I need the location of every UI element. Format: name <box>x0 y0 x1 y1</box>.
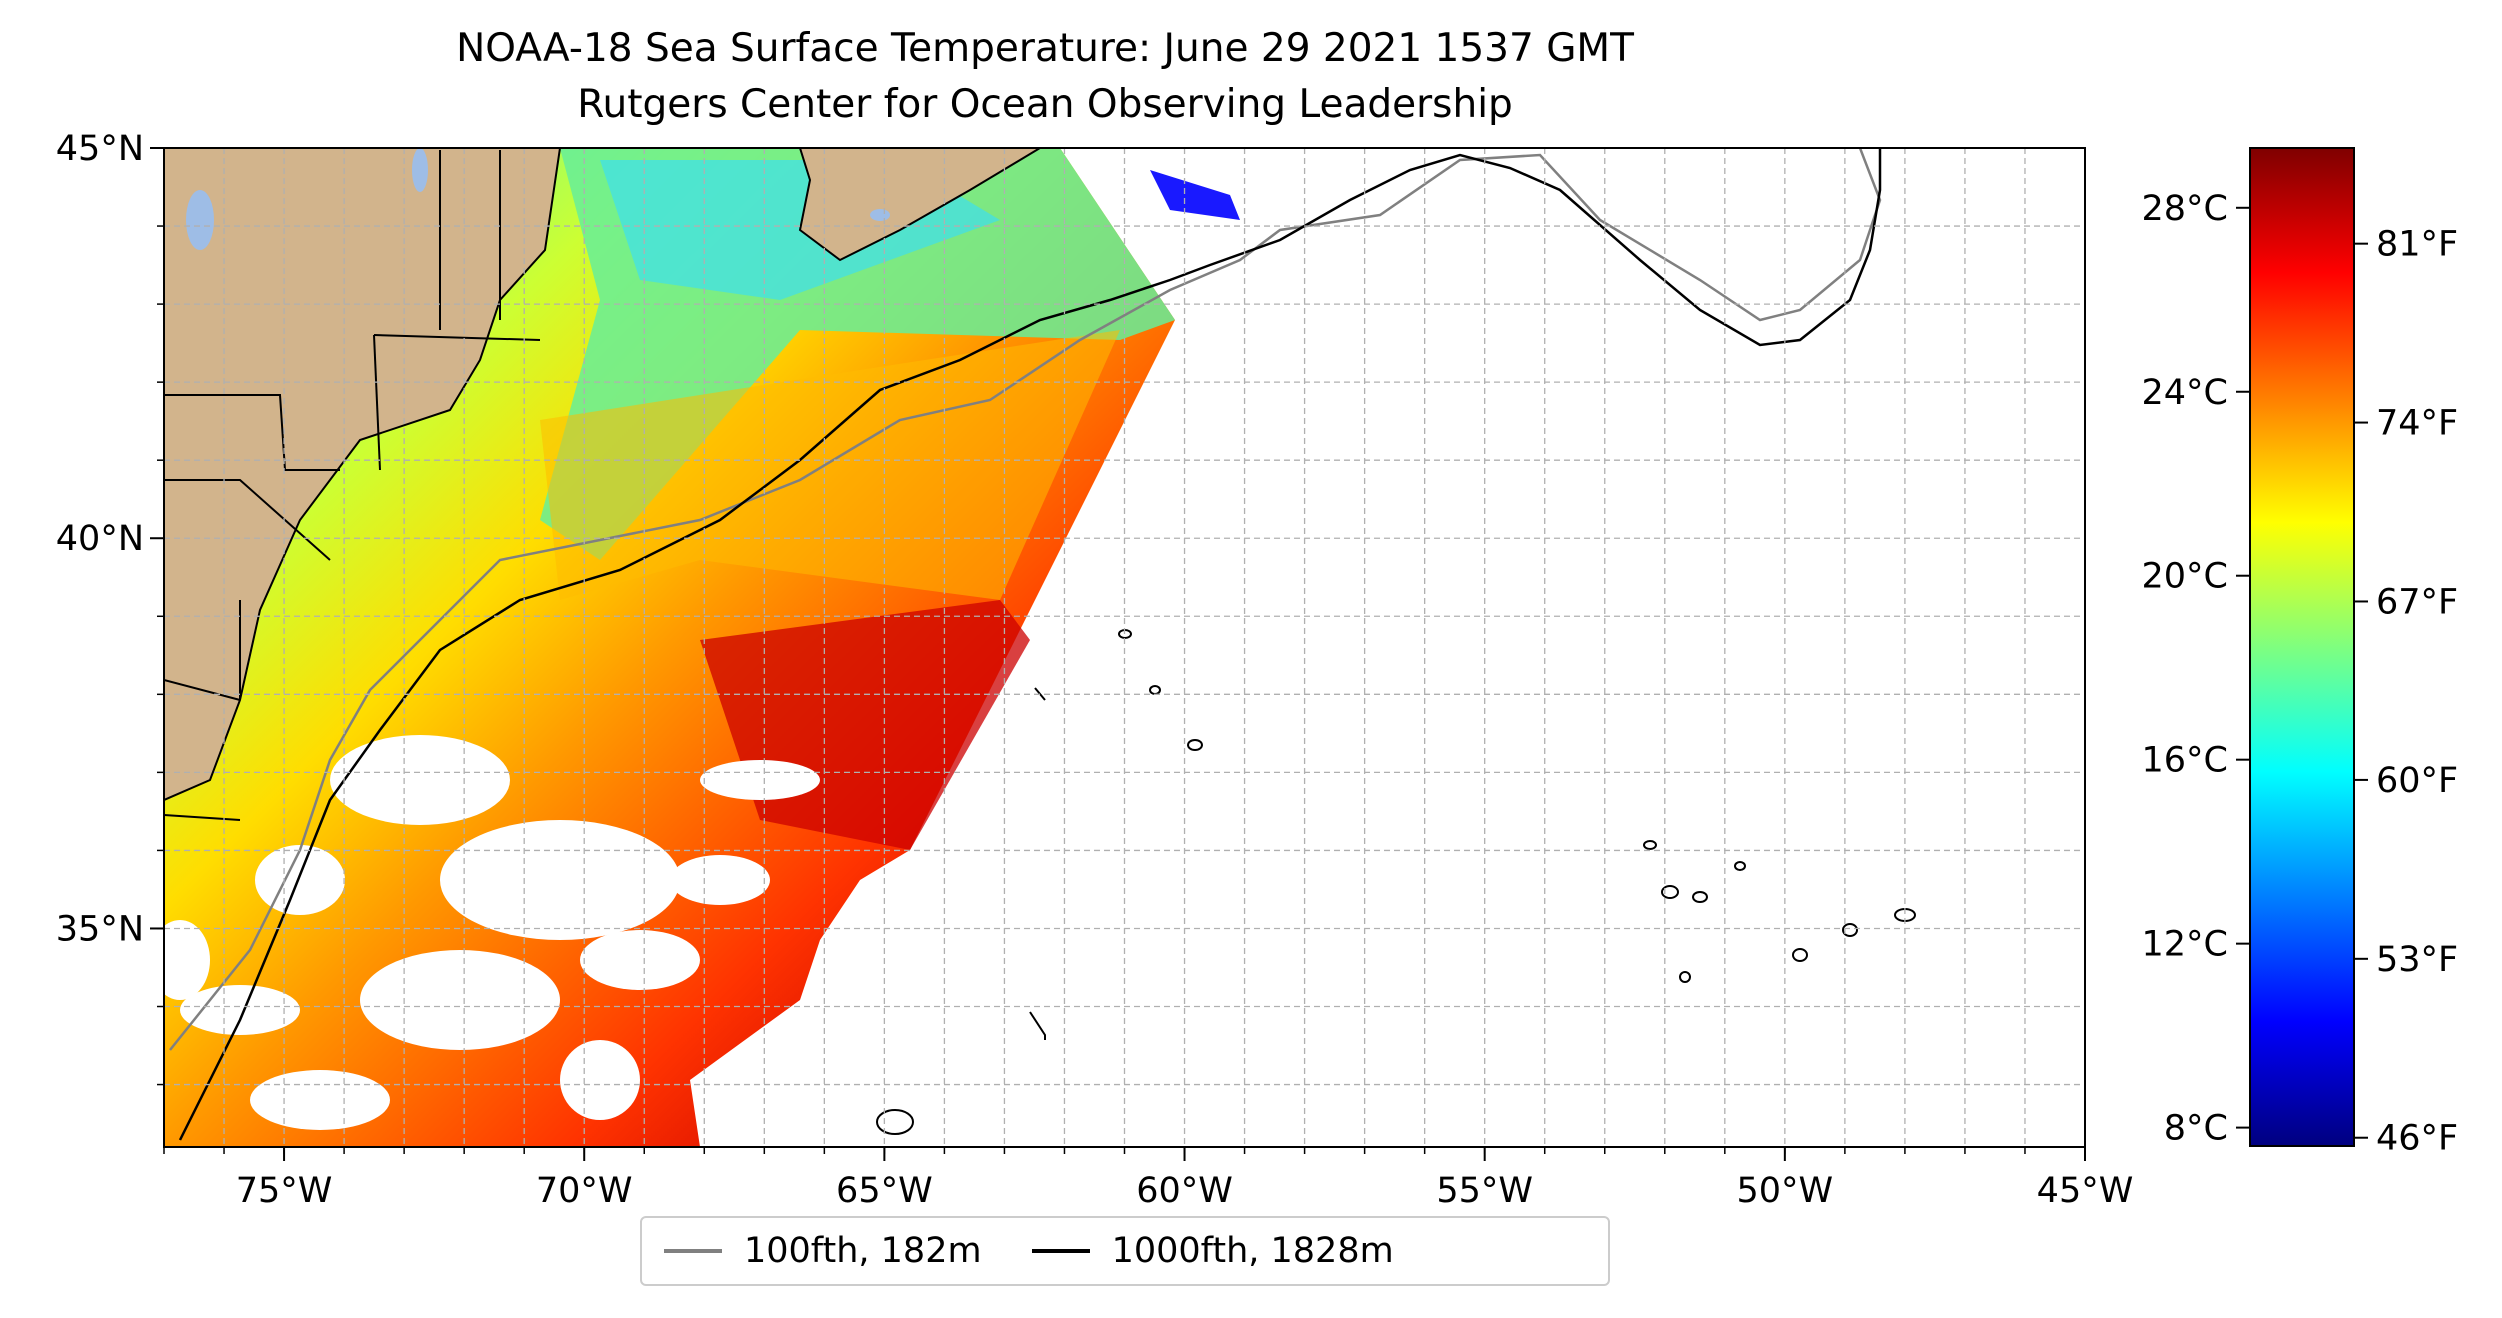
isobath-100fth <box>169 148 1882 1051</box>
map-subtitle: Rutgers Center for Ocean Observing Leade… <box>577 82 1513 127</box>
lakes <box>186 148 890 250</box>
legend-line-100fth <box>664 1249 722 1253</box>
lon-tick-label: 75°W <box>236 1171 333 1211</box>
lat-tick-label: 45°N <box>56 129 144 169</box>
lon-tick-label: 60°W <box>1136 1171 1233 1211</box>
legend-label-1000fth: 1000fth, 1828m <box>1111 1231 1394 1271</box>
seamounts <box>876 629 1916 1135</box>
lon-tick-label: 55°W <box>1436 1171 1533 1211</box>
isobath-1000fth <box>178 148 1882 1141</box>
legend-label-100fth: 100fth, 182m <box>744 1231 982 1271</box>
map-plot-area <box>164 148 1916 1147</box>
map-title: NOAA-18 Sea Surface Temperature: June 29… <box>456 26 1634 71</box>
land <box>164 148 1042 802</box>
legend-item-1000fth: 1000fth, 1828m <box>1031 1231 1394 1271</box>
lon-tick-label: 50°W <box>1737 1171 1834 1211</box>
legend-item-100fth: 100fth, 182m <box>664 1231 982 1271</box>
lon-tick-label: 45°W <box>2037 1171 2134 1211</box>
longitude-axis: 75°W 70°W 65°W 60°W 55°W 50°W 45°W <box>163 1147 2134 1211</box>
lon-tick-label: 65°W <box>836 1171 933 1211</box>
cloud-mask <box>164 735 1060 1147</box>
latitude-axis: 35°N 40°N 45°N <box>56 129 164 1086</box>
lat-tick-label: 35°N <box>56 909 144 949</box>
state-borders <box>164 150 541 821</box>
lat-tick-label: 40°N <box>56 519 144 559</box>
legend-line-1000fth <box>1031 1249 1090 1253</box>
lon-tick-label: 70°W <box>536 1171 633 1211</box>
isobath-legend: 100fth, 182m 1000fth, 1828m <box>640 1216 1610 1286</box>
